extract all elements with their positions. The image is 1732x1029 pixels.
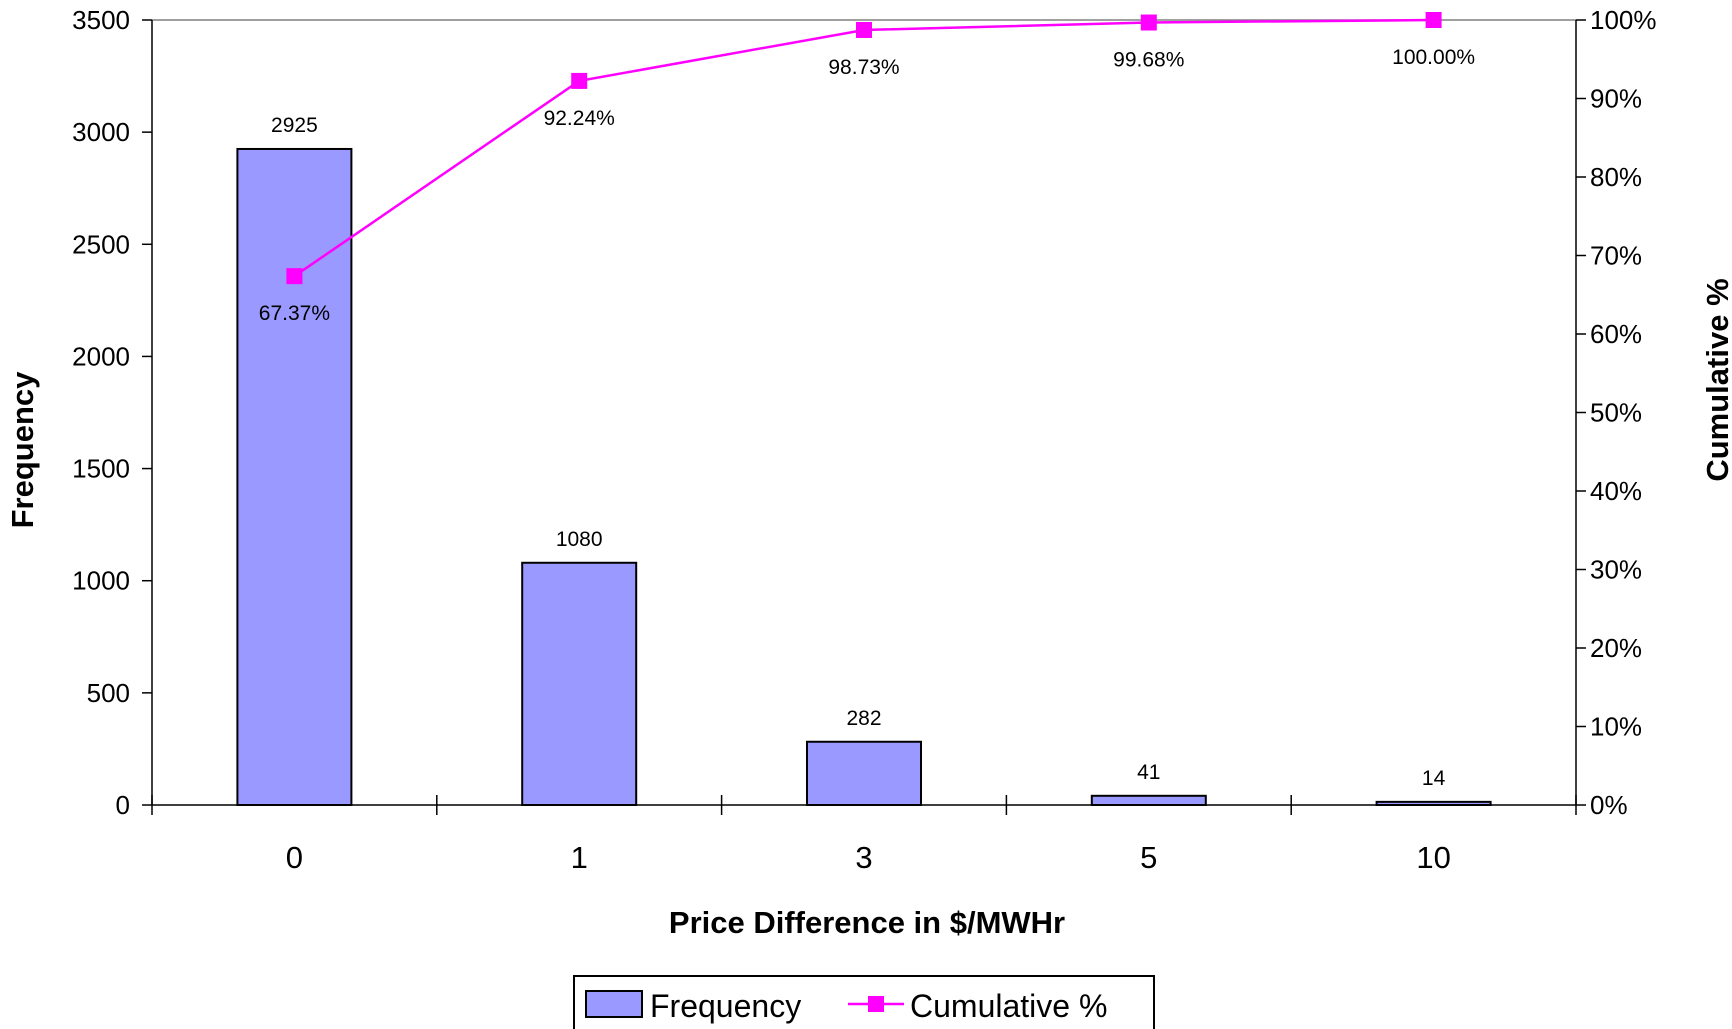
cumulative-point-3 <box>856 21 872 38</box>
cumulative-label-1: 92.24% <box>544 107 615 130</box>
bar-value-label-10: 14 <box>1422 767 1446 790</box>
y-tick-label-500: 500 <box>87 678 130 708</box>
x-tick-label-0: 0 <box>286 840 303 875</box>
y2-tick-label-80%: 80% <box>1590 162 1642 192</box>
bar-5 <box>1090 794 1207 806</box>
cumulative-point-1 <box>571 72 588 89</box>
bar-value-label-0: 2925 <box>271 114 318 137</box>
y2-tick-label-50%: 50% <box>1590 398 1642 428</box>
x-tick-label-1: 1 <box>571 840 588 875</box>
x-tick-label-3: 3 <box>855 840 872 875</box>
y-tick-label-1000: 1000 <box>72 566 130 596</box>
plot-area: 2925 1080 282 41 14 0 500 1000 1500 2000 2500 3000 3… <box>72 5 1656 875</box>
y2-tick-label-60%: 60% <box>1590 319 1642 349</box>
bar-value-label-5: 41 <box>1137 761 1160 784</box>
x-tick-label-5: 5 <box>1140 840 1157 875</box>
y2-tick-label-70%: 70% <box>1590 241 1642 271</box>
bar-value-label-1: 1080 <box>556 528 603 551</box>
y2-tick-label-100%: 100% <box>1590 5 1657 35</box>
y-tick-label-0: 0 <box>116 790 130 820</box>
y-tick-label-3000: 3000 <box>72 117 130 147</box>
y2-tick-label-0%: 0% <box>1590 790 1628 820</box>
legend-label-frequency: Frequency <box>650 988 801 1024</box>
legend-label-cumulative: Cumulative % <box>910 988 1107 1024</box>
bar-1 <box>521 561 638 806</box>
y2-tick-label-90%: 90% <box>1590 84 1642 114</box>
cumulative-point-0 <box>286 268 303 285</box>
x-axis-title: Price Difference in $/MWHr <box>669 905 1065 940</box>
y-tick-label-3500: 3500 <box>72 5 130 35</box>
cumulative-point-5 <box>1140 14 1157 31</box>
legend-box <box>573 975 1155 1029</box>
y-tick-label-2000: 2000 <box>72 341 130 371</box>
y2-tick-label-10%: 10% <box>1590 712 1642 742</box>
bar-value-label-3: 282 <box>846 707 881 730</box>
x-tick-label-10: 10 <box>1416 840 1450 875</box>
y2-tick-label-40%: 40% <box>1590 476 1642 506</box>
legend-swatch-cumulative-marker <box>868 996 884 1012</box>
cumulative-label-3: 98.73% <box>828 56 899 79</box>
y-axis-title: Frequency <box>5 371 40 529</box>
y-tick-label-1500: 1500 <box>72 454 130 484</box>
y2-tick-label-20%: 20% <box>1590 633 1642 663</box>
y2-axis-title: Cumulative % <box>1700 278 1732 481</box>
cumulative-point-10 <box>1425 12 1442 28</box>
y2-tick-label-30%: 30% <box>1590 555 1642 585</box>
legend-swatch-frequency <box>585 990 643 1018</box>
bar-0 <box>236 147 353 806</box>
cumulative-label-10: 100.00% <box>1392 46 1475 69</box>
cumulative-label-0: 67.37% <box>259 302 330 325</box>
cumulative-label-5: 99.68% <box>1113 49 1184 72</box>
legend: Frequency Cumulative % <box>573 975 1155 1029</box>
y-tick-label-2500: 2500 <box>72 229 130 259</box>
bar-3 <box>806 740 922 806</box>
